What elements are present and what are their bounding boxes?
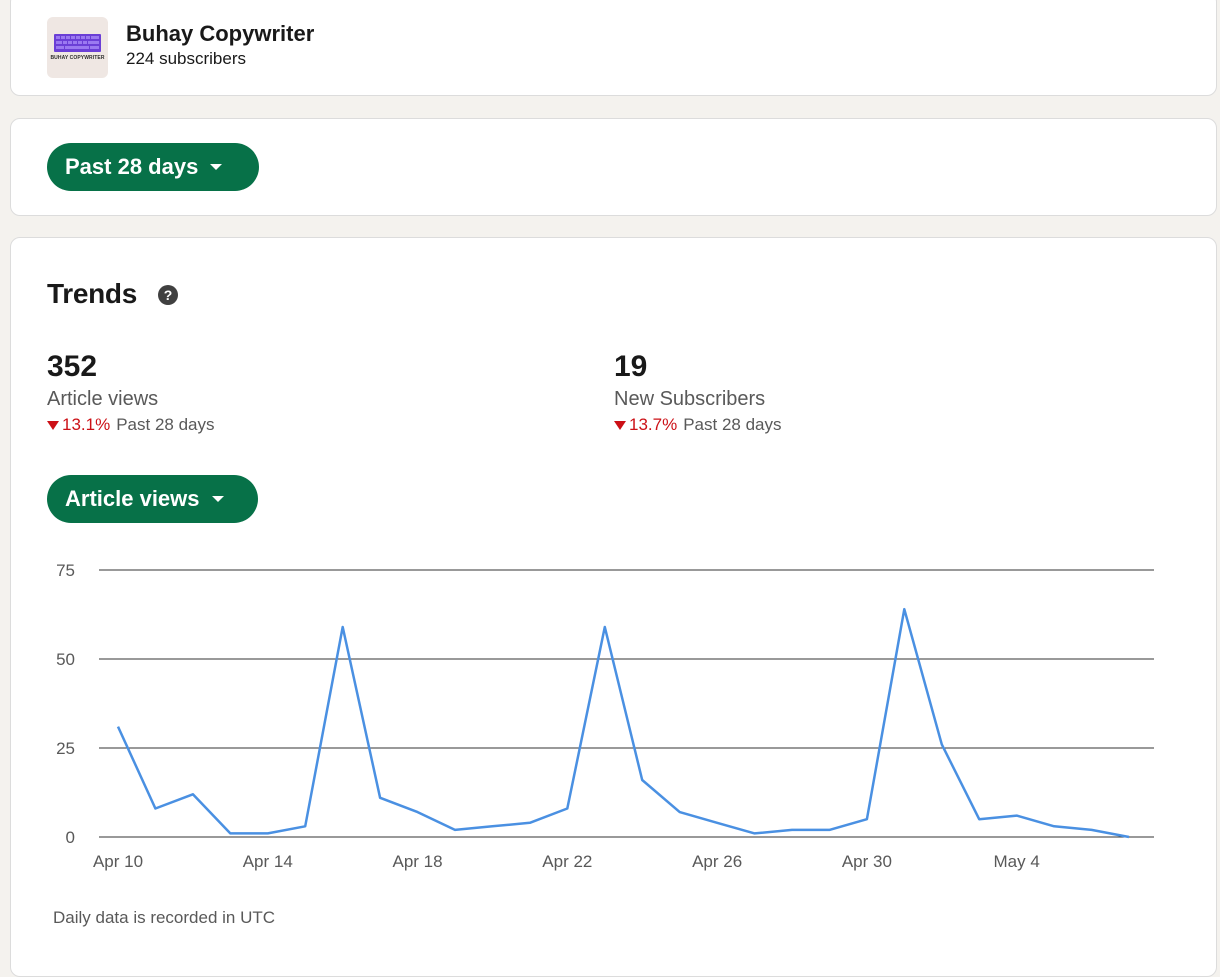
y-tick-label: 0 bbox=[66, 828, 75, 847]
stat-change: 13.1% Past 28 days bbox=[47, 415, 214, 435]
x-tick-label: Apr 26 bbox=[692, 852, 742, 871]
utc-footnote: Daily data is recorded in UTC bbox=[53, 908, 275, 928]
new-subscribers-stat: 19 New Subscribers 13.7% Past 28 days bbox=[614, 350, 781, 435]
metric-label: Article views bbox=[65, 486, 200, 512]
date-range-card: Past 28 days bbox=[10, 118, 1217, 216]
x-tick-label: Apr 22 bbox=[542, 852, 592, 871]
logo-text: BUHAY COPYWRITER bbox=[47, 55, 108, 61]
y-tick-label: 50 bbox=[56, 650, 75, 669]
subscriber-count: 224 subscribers bbox=[126, 49, 246, 69]
stat-change: 13.7% Past 28 days bbox=[614, 415, 781, 435]
x-tick-label: Apr 10 bbox=[93, 852, 143, 871]
metric-dropdown[interactable]: Article views bbox=[47, 475, 258, 523]
series-line bbox=[118, 609, 1129, 837]
stat-label: New Subscribers bbox=[614, 388, 781, 411]
publication-header-card: BUHAY COPYWRITER Buhay Copywriter 224 su… bbox=[10, 0, 1217, 96]
help-icon[interactable]: ? bbox=[158, 285, 178, 305]
stat-value: 19 bbox=[614, 350, 781, 384]
y-tick-label: 25 bbox=[56, 739, 75, 758]
publication-logo[interactable]: BUHAY COPYWRITER bbox=[47, 17, 108, 78]
stat-change-percent: 13.7% bbox=[629, 415, 677, 435]
date-range-label: Past 28 days bbox=[65, 154, 198, 180]
x-tick-label: May 4 bbox=[994, 852, 1040, 871]
triangle-down-icon bbox=[47, 421, 59, 430]
stat-period: Past 28 days bbox=[116, 415, 214, 435]
publication-name[interactable]: Buhay Copywriter bbox=[126, 21, 314, 47]
stat-change-percent: 13.1% bbox=[62, 415, 110, 435]
trends-card: Trends ? 352 Article views 13.1% Past 28… bbox=[10, 237, 1217, 977]
y-tick-label: 75 bbox=[56, 561, 75, 580]
x-tick-label: Apr 14 bbox=[243, 852, 293, 871]
article-views-line-chart: 0 25 50 75 Apr 10 Apr 14 Apr 18 Apr 22 Apr 26 Apr… bbox=[11, 538, 1211, 878]
date-range-dropdown[interactable]: Past 28 days bbox=[47, 143, 259, 191]
stat-label: Article views bbox=[47, 388, 214, 411]
stat-period: Past 28 days bbox=[683, 415, 781, 435]
caret-down-icon bbox=[212, 496, 224, 502]
x-tick-label: Apr 18 bbox=[393, 852, 443, 871]
trends-title: Trends bbox=[47, 278, 137, 310]
x-tick-label: Apr 30 bbox=[842, 852, 892, 871]
article-views-stat: 352 Article views 13.1% Past 28 days bbox=[47, 350, 214, 435]
triangle-down-icon bbox=[614, 421, 626, 430]
keyboard-logo-icon bbox=[54, 34, 101, 52]
caret-down-icon bbox=[210, 164, 222, 170]
stat-value: 352 bbox=[47, 350, 214, 384]
